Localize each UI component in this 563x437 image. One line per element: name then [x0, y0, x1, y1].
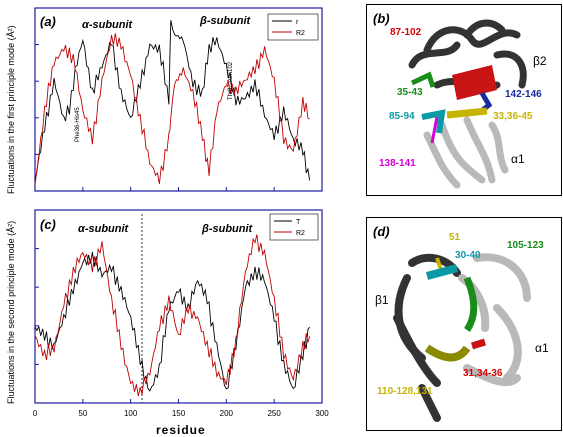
label-30-40: 30-40 — [455, 250, 481, 261]
x-tick-label-50: 50 — [78, 409, 87, 418]
label-87-102: 87-102 — [390, 27, 422, 38]
ticks-c: 0 50 100 150 200 250 300 — [33, 209, 329, 418]
label-85-94: 85-94 — [389, 111, 415, 122]
segment-35-43 — [410, 71, 436, 88]
panel-a-label: (a) — [40, 14, 56, 29]
legend-a: r R2 — [267, 13, 319, 41]
segment-138-141 — [430, 116, 439, 144]
panel-b-label: (b) — [373, 11, 390, 26]
label-51: 51 — [449, 232, 461, 243]
segment-33-45 — [446, 107, 488, 119]
segment-105-123 — [463, 276, 478, 332]
series-c-R2 — [34, 234, 311, 397]
panel-a-beta-title: β-subunit — [199, 15, 252, 27]
panel-c-alpha-title: α-subunit — [78, 223, 130, 235]
legend-c-label-1: R2 — [296, 230, 305, 237]
legend-a-label-1: R2 — [296, 30, 305, 37]
lines-c — [34, 234, 311, 397]
panel-c-ylabel: Fluctuations in the second principle mod… — [6, 221, 16, 404]
panel-a-alpha-title: α-subunit — [82, 19, 134, 31]
segment-85-94 — [421, 109, 446, 134]
label-110-128-131: 110-128,131 — [377, 386, 433, 397]
axes-a — [34, 7, 323, 192]
molecule-d-drawing: (d) 51 30-40 105-123 β1 α1 110-128,131 3… — [373, 224, 549, 422]
label-alpha1-d: α1 — [535, 341, 549, 355]
ticks-a — [34, 7, 323, 192]
segment-87-102 — [452, 65, 497, 100]
legend-c-label-0: T — [296, 219, 301, 226]
series-c-T — [34, 251, 310, 392]
alpha1-ribbon — [423, 116, 509, 189]
axes-c: 0 50 100 150 200 250 300 — [33, 209, 329, 418]
label-142-146: 142-146 — [505, 89, 542, 100]
label-33-36-45: 33,36-45 — [493, 111, 533, 122]
series-a-r — [34, 20, 311, 181]
x-tick-label-300: 300 — [315, 409, 329, 418]
segment-30-40 — [425, 264, 459, 280]
panel-a-ylabel: Fluctuations in the first principle mode… — [6, 25, 16, 194]
label-beta1: β1 — [375, 293, 389, 307]
label-31-34-36: 31,34-36 — [463, 368, 503, 379]
molecule-b-drawing: (b) 87-102 β2 35-43 142-146 85-94 33,36-… — [373, 11, 547, 189]
molecule-panel-b: (b) 87-102 β2 35-43 142-146 85-94 33,36-… — [366, 4, 562, 196]
label-beta2: β2 — [533, 54, 547, 68]
legend-c: T R2 — [269, 213, 319, 241]
panel-c-label: (c) — [40, 217, 56, 232]
label-35-43: 35-43 — [397, 87, 423, 98]
x-tick-label-100: 100 — [124, 409, 138, 418]
x-tick-label-250: 250 — [267, 409, 281, 418]
segment-110-128 — [424, 344, 471, 362]
molecule-panel-d: (d) 51 30-40 105-123 β1 α1 110-128,131 3… — [366, 217, 562, 431]
x-tick-label-0: 0 — [33, 409, 38, 418]
x-tick-label-150: 150 — [172, 409, 186, 418]
label-138-141: 138-141 — [379, 158, 416, 169]
segment-31-34-36 — [470, 338, 487, 350]
panel-c-beta-title: β-subunit — [201, 223, 254, 235]
x-tick-label-200: 200 — [220, 409, 234, 418]
label-105-123: 105-123 — [507, 240, 544, 251]
legend-a-label-0: r — [296, 19, 299, 26]
series-a-R2 — [34, 33, 310, 186]
panel-d-label: (d) — [373, 224, 390, 239]
panel-a-annot-right: Thr87-Asn102 — [228, 61, 234, 100]
panel-a-annot-left: Phe36-His45 — [75, 107, 81, 142]
lines-a — [34, 20, 311, 186]
x-axis-label: residue — [156, 423, 206, 437]
label-alpha1: α1 — [511, 152, 525, 166]
